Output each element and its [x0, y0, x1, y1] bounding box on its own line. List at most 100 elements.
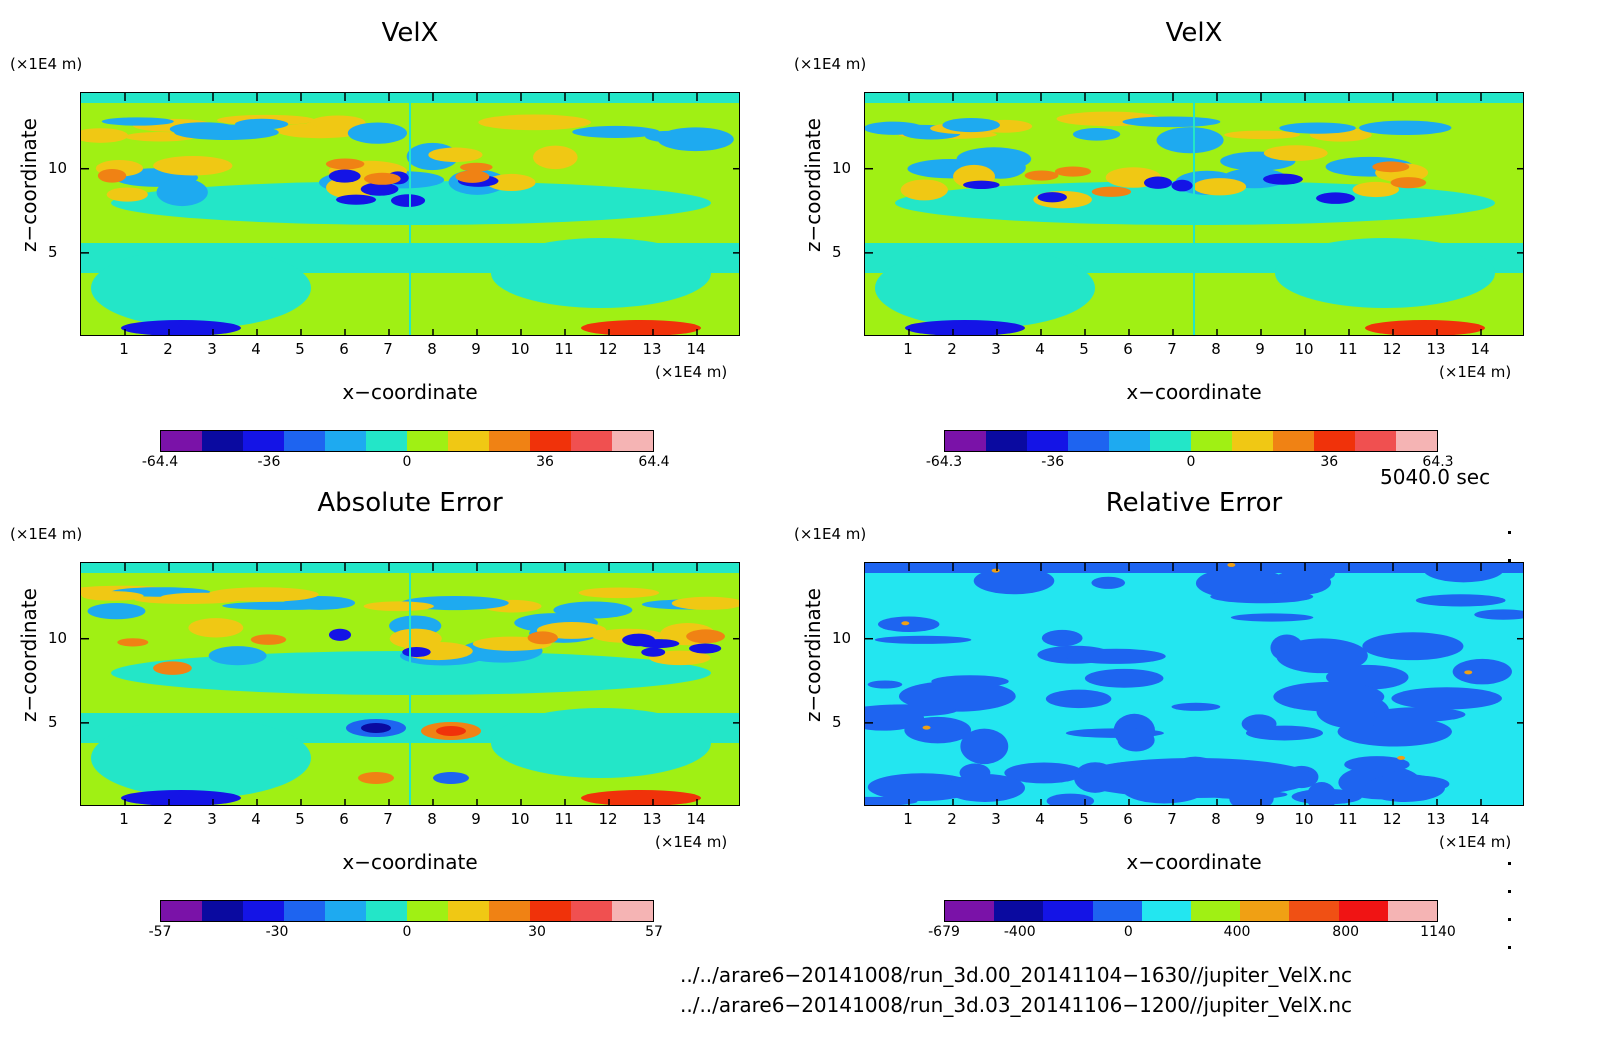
contour-blob [689, 643, 722, 654]
contour-blob [578, 587, 660, 599]
contour-blob [188, 618, 244, 638]
panel-velx-2: VelX (×1E4 m) z−coordinate 1 2 3 4 5 6 7 8 9 10 11 12 1… [784, 0, 1584, 480]
contour-blob [1464, 670, 1473, 675]
contour-blob [867, 680, 903, 689]
x-tick-label: 9 [471, 340, 481, 358]
panel-relative-error: Relative Error (×1E4 m) z−coordinate 1 2 3 4 5 6… [784, 470, 1584, 950]
field-band [1193, 93, 1195, 335]
x-tick-label: 5 [295, 340, 305, 358]
contour-blob [347, 122, 408, 144]
colorbar-label: 0 [1186, 454, 1196, 470]
x-tick-label: 10 [1294, 340, 1314, 358]
x-tick-label: 6 [1123, 340, 1133, 358]
marker-dot [1508, 559, 1511, 562]
colorbar-label: 64.3 [1422, 454, 1454, 470]
x-tick-label: 12 [598, 340, 618, 358]
colorbar-label: -64.4 [141, 454, 179, 470]
x-tick-label: 14 [686, 340, 706, 358]
y-axis-label: z−coordinate [801, 118, 825, 252]
plot-area [80, 562, 740, 806]
colorbar-swatch [994, 901, 1044, 921]
x-tick-label: 6 [1123, 810, 1133, 828]
contour-blob [1004, 762, 1084, 784]
contour-blob [874, 635, 972, 644]
contour-blob [81, 591, 144, 601]
contour-blob [117, 638, 149, 647]
contour-blob [956, 147, 1032, 171]
contour-blob [1084, 668, 1164, 688]
colorbar-swatch [407, 431, 448, 451]
colorbar-swatch [945, 901, 995, 921]
colorbar-swatch [1043, 901, 1093, 921]
contour-blob [389, 628, 442, 649]
colorbar-label: 30 [528, 924, 546, 940]
contour-blob [905, 320, 1025, 335]
colorbar-label: -30 [265, 924, 289, 940]
contour-blob [973, 567, 1055, 595]
x-tick-label: 8 [1211, 810, 1221, 828]
z-tick-label: 10 [48, 158, 68, 177]
contour-blob [156, 178, 208, 207]
z-tick-label: 5 [48, 712, 58, 731]
contour-blob [1291, 788, 1363, 805]
field-band [409, 93, 411, 335]
y-axis-label: z−coordinate [17, 588, 41, 722]
y-axis-label: z−coordinate [801, 588, 825, 722]
contour-blob [1415, 594, 1506, 607]
x-tick-label: 7 [1167, 340, 1177, 358]
colorbar-swatch [571, 901, 612, 921]
contour-blob [491, 708, 711, 778]
contour-blob [391, 194, 426, 207]
x-tick-label: 5 [1079, 340, 1089, 358]
panel-title: VelX [381, 18, 439, 48]
x-tick-label: 12 [1382, 810, 1402, 828]
contour-blob [250, 634, 287, 645]
contour-blob [865, 704, 957, 717]
contour-blob [460, 162, 493, 172]
x-tick-label: 8 [427, 810, 437, 828]
contour-blob [234, 118, 289, 130]
x-tick-label: 12 [1382, 340, 1402, 358]
contour-field [81, 563, 739, 805]
colorbar-swatch [489, 901, 530, 921]
contour-blob [622, 633, 656, 647]
colorbar-swatch [530, 901, 571, 921]
panel-absolute-error: Absolute Error (×1E4 m) z−coordinate 1 2 3 4 5 6… [0, 470, 800, 950]
file-path-1: ../../arare6−20141008/run_3d.00_20141104… [680, 963, 1353, 987]
contour-blob [533, 145, 578, 170]
contour-blob [671, 596, 739, 610]
colorbar-swatch [1150, 431, 1191, 451]
contour-blob [991, 568, 1000, 573]
contour-blob [904, 716, 972, 744]
contour-blob [328, 169, 361, 183]
z-unit-label: (×1E4 m) [10, 55, 83, 73]
panel-title: VelX [1165, 18, 1223, 48]
x-tick-label: 3 [991, 810, 1001, 828]
colorbar-label: -400 [1003, 924, 1036, 940]
x-tick-label: 7 [1167, 810, 1177, 828]
colorbar-swatch [161, 431, 202, 451]
contour-blob [1391, 687, 1502, 710]
contour-blob [336, 194, 377, 205]
x-tick-label: 1 [903, 340, 913, 358]
contour-blob [1352, 181, 1400, 198]
contour-blob [931, 675, 1009, 688]
field-band [409, 563, 411, 805]
x-tick-label: 4 [251, 340, 261, 358]
contour-blob [81, 128, 129, 143]
contour-blob [328, 628, 352, 641]
contour-blob [106, 187, 148, 202]
contour-blob [207, 587, 319, 602]
colorbar-label: 0 [402, 454, 412, 470]
contour-blob [360, 182, 399, 196]
x-tick-label: 13 [642, 340, 662, 358]
colorbar-swatch [284, 431, 325, 451]
x-tick-label: 3 [991, 340, 1001, 358]
contour-blob [97, 168, 127, 183]
contour-blob [208, 646, 267, 666]
contour-blob [87, 602, 146, 620]
contour-blob [1195, 567, 1287, 599]
colorbar-label: -64.3 [925, 454, 963, 470]
colorbar-swatch [612, 901, 653, 921]
contour-blob [581, 320, 701, 335]
